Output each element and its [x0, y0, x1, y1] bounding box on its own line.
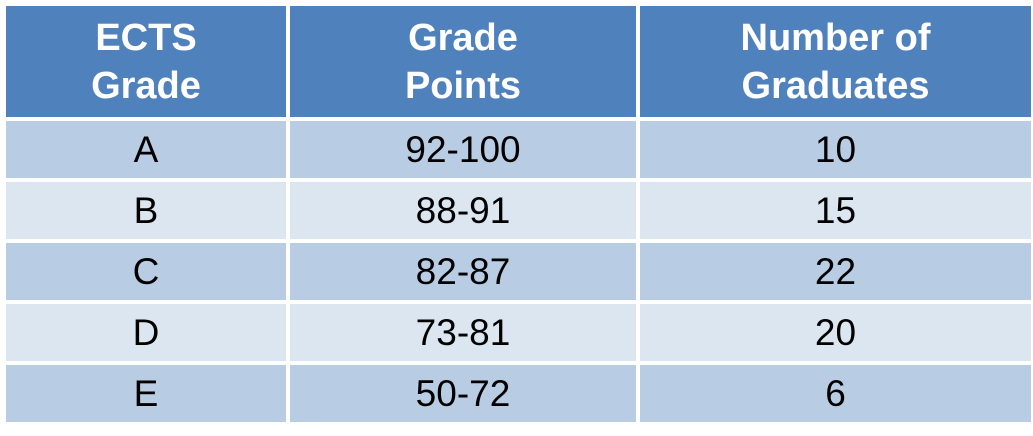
header-grade-points: Grade Points: [290, 6, 636, 117]
cell-graduates: 10: [640, 121, 1031, 178]
grade-distribution-table: ECTS Grade Grade Points Number of Gradua…: [2, 2, 1033, 426]
header-grade-points-line1: Grade: [408, 16, 518, 59]
header-number-of-graduates: Number of Graduates: [640, 6, 1031, 117]
header-number-of-graduates-line1: Number of: [740, 16, 931, 59]
cell-graduates: 6: [640, 365, 1031, 422]
table-row: E 50-72 6: [6, 365, 1031, 422]
table-body: A 92-100 10 B 88-91 15 C 82-87 22 D 73-8…: [6, 121, 1031, 422]
header-ects-grade-line2: Grade: [91, 64, 201, 107]
table-header: ECTS Grade Grade Points Number of Gradua…: [6, 6, 1031, 117]
table-row: D 73-81 20: [6, 304, 1031, 361]
cell-grade: A: [6, 121, 286, 178]
header-number-of-graduates-line2: Graduates: [741, 64, 930, 107]
cell-grade: B: [6, 182, 286, 239]
header-grade-points-line2: Points: [404, 64, 522, 107]
cell-points: 92-100: [290, 121, 636, 178]
table-row: A 92-100 10: [6, 121, 1031, 178]
header-ects-grade-line1: ECTS: [95, 16, 197, 59]
header-ects-grade: ECTS Grade: [6, 6, 286, 117]
cell-points: 50-72: [290, 365, 636, 422]
table-row: B 88-91 15: [6, 182, 1031, 239]
header-row: ECTS Grade Grade Points Number of Gradua…: [6, 6, 1031, 117]
cell-graduates: 15: [640, 182, 1031, 239]
cell-grade: C: [6, 243, 286, 300]
table-row: C 82-87 22: [6, 243, 1031, 300]
cell-grade: D: [6, 304, 286, 361]
cell-points: 88-91: [290, 182, 636, 239]
cell-graduates: 22: [640, 243, 1031, 300]
cell-grade: E: [6, 365, 286, 422]
cell-points: 73-81: [290, 304, 636, 361]
cell-points: 82-87: [290, 243, 636, 300]
cell-graduates: 20: [640, 304, 1031, 361]
